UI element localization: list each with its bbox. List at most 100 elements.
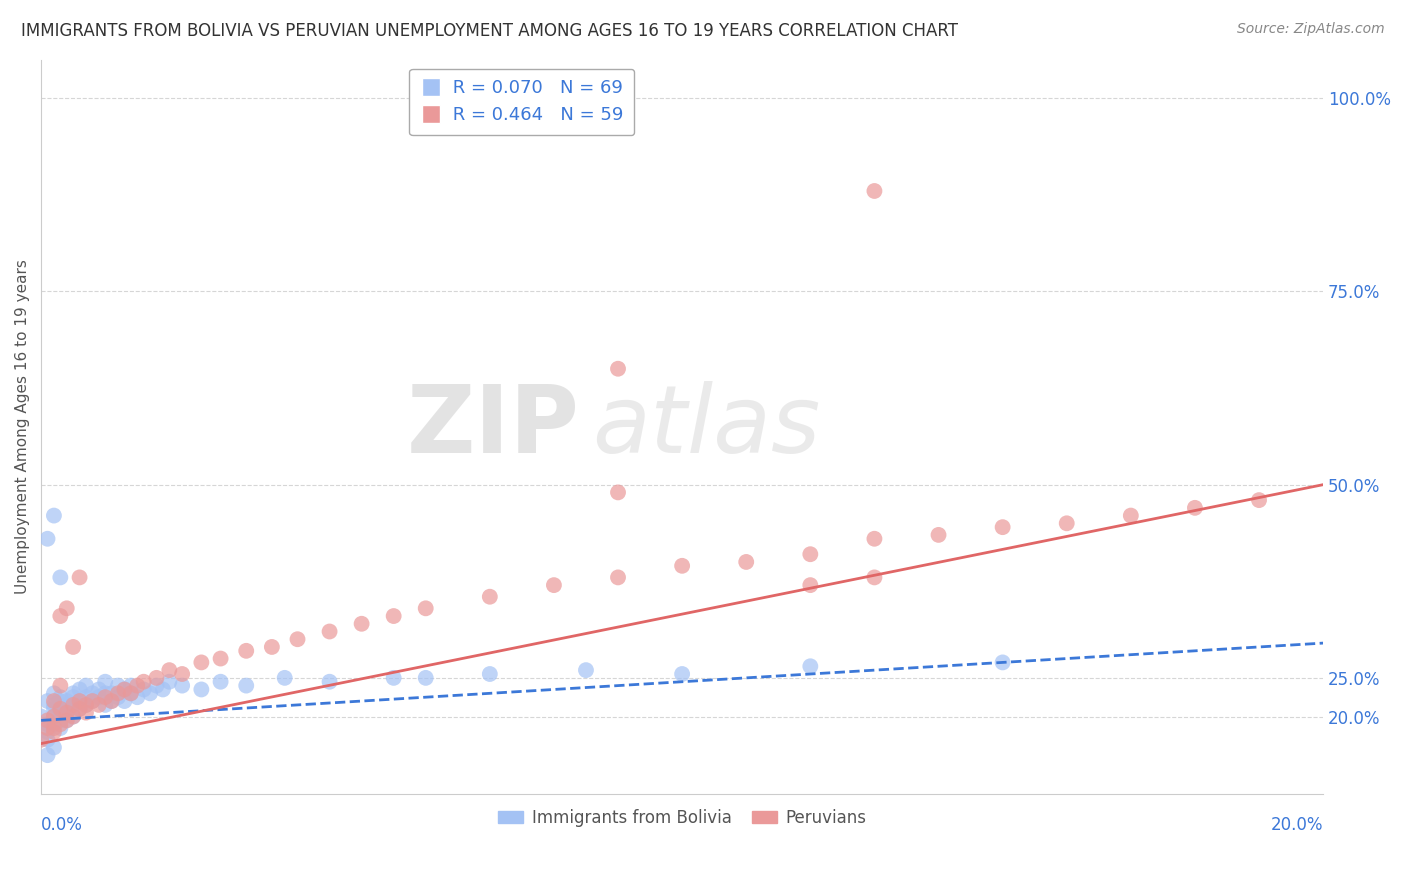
Point	[55, 694, 77, 708]
Point	[42, 702, 65, 716]
Point	[114, 682, 136, 697]
Point	[1184, 500, 1206, 515]
Point	[132, 682, 155, 697]
Point	[69, 702, 91, 716]
Point	[273, 671, 295, 685]
Point	[671, 558, 693, 573]
Point	[172, 679, 194, 693]
Point	[120, 686, 142, 700]
Point	[94, 686, 117, 700]
Point	[127, 690, 149, 705]
Point	[42, 686, 65, 700]
Point	[172, 667, 194, 681]
Point	[382, 609, 405, 624]
Point	[107, 690, 129, 705]
Point	[42, 698, 65, 712]
Point	[209, 651, 232, 665]
Point	[37, 532, 59, 546]
Point	[30, 732, 52, 747]
Point	[260, 640, 283, 654]
Point	[55, 706, 77, 720]
Point	[114, 682, 136, 697]
Point	[607, 485, 630, 500]
Point	[69, 702, 91, 716]
Point	[62, 709, 84, 723]
Point	[87, 698, 110, 712]
Point	[100, 694, 122, 708]
Point	[415, 671, 437, 685]
Point	[49, 714, 72, 728]
Point	[49, 721, 72, 735]
Point	[863, 532, 886, 546]
Point	[190, 656, 212, 670]
Point	[799, 547, 821, 561]
Point	[1247, 493, 1270, 508]
Point	[62, 698, 84, 712]
Point	[415, 601, 437, 615]
Point	[49, 702, 72, 716]
Point	[75, 698, 97, 712]
Point	[49, 679, 72, 693]
Point	[139, 686, 162, 700]
Point	[75, 698, 97, 712]
Point	[49, 702, 72, 716]
Point	[478, 590, 501, 604]
Point	[94, 690, 117, 705]
Point	[55, 706, 77, 720]
Point	[62, 686, 84, 700]
Point	[37, 714, 59, 728]
Point	[107, 679, 129, 693]
Point	[157, 663, 180, 677]
Point	[671, 667, 693, 681]
Point	[991, 656, 1014, 670]
Point	[37, 725, 59, 739]
Point	[607, 361, 630, 376]
Point	[478, 667, 501, 681]
Point	[928, 528, 950, 542]
Text: ZIP: ZIP	[406, 381, 579, 473]
Point	[100, 686, 122, 700]
Point	[49, 694, 72, 708]
Point	[37, 721, 59, 735]
Point	[991, 520, 1014, 534]
Point	[350, 616, 373, 631]
Text: 20.0%: 20.0%	[1271, 816, 1323, 834]
Point	[42, 717, 65, 731]
Point	[49, 690, 72, 705]
Point	[287, 632, 309, 647]
Point	[62, 709, 84, 723]
Point	[62, 698, 84, 712]
Point	[145, 671, 167, 685]
Point	[55, 698, 77, 712]
Point	[49, 570, 72, 584]
Point	[318, 674, 340, 689]
Point	[37, 732, 59, 747]
Point	[863, 184, 886, 198]
Point	[543, 578, 565, 592]
Text: IMMIGRANTS FROM BOLIVIA VS PERUVIAN UNEMPLOYMENT AMONG AGES 16 TO 19 YEARS CORRE: IMMIGRANTS FROM BOLIVIA VS PERUVIAN UNEM…	[21, 22, 957, 40]
Point	[62, 640, 84, 654]
Point	[235, 644, 257, 658]
Point	[69, 694, 91, 708]
Point	[152, 682, 174, 697]
Point	[42, 740, 65, 755]
Point	[107, 686, 129, 700]
Point	[49, 609, 72, 624]
Point	[120, 686, 142, 700]
Point	[82, 694, 104, 708]
Point	[114, 694, 136, 708]
Point	[42, 721, 65, 735]
Point	[42, 709, 65, 723]
Point	[94, 674, 117, 689]
Point	[42, 508, 65, 523]
Point	[235, 679, 257, 693]
Point	[120, 679, 142, 693]
Point	[69, 694, 91, 708]
Point	[30, 709, 52, 723]
Point	[190, 682, 212, 697]
Point	[1056, 516, 1078, 531]
Point	[799, 578, 821, 592]
Point	[49, 709, 72, 723]
Point	[82, 694, 104, 708]
Point	[100, 694, 122, 708]
